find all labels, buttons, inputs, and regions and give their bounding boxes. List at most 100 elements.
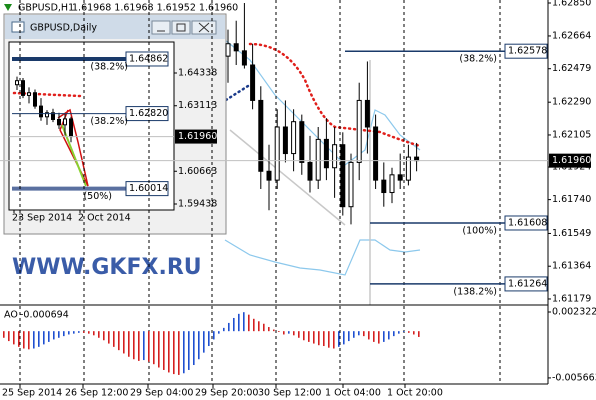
level-box: [125, 106, 169, 122]
candle-body: [315, 138, 321, 181]
candle-body: [63, 118, 67, 126]
y-tick-label: 1.59438: [178, 199, 217, 210]
ao-bar: [78, 331, 80, 333]
y-tick-label: 1.62479: [552, 63, 591, 74]
watermark: WWW.GKFX.RU: [12, 255, 202, 280]
ao-bar: [323, 331, 325, 347]
candle-body: [348, 161, 354, 208]
ao-bar: [223, 327, 225, 332]
ao-bar: [253, 318, 255, 332]
ao-bar: [318, 331, 320, 346]
ao-bar: [398, 331, 400, 334]
candle-body: [27, 92, 31, 96]
ao-bar: [353, 331, 355, 338]
ao-bar: [333, 331, 335, 349]
price-label: 1.61960: [178, 131, 217, 142]
candle-body: [340, 144, 346, 208]
ao-bar: [303, 331, 305, 341]
y-tick-label: 1.61179: [552, 293, 591, 304]
ao-bar: [228, 322, 230, 332]
ao-bar: [63, 331, 65, 337]
ao-bar: [298, 331, 300, 338]
candle-body: [323, 138, 329, 169]
ao-bar: [378, 331, 380, 344]
candle-body: [397, 174, 403, 181]
ao-bar: [343, 331, 345, 345]
trend-line: [229, 129, 346, 226]
ao-bar: [58, 331, 60, 338]
ao-bar: [128, 331, 130, 357]
symbol-icon: [4, 4, 12, 11]
ao-bar: [408, 331, 410, 333]
y-tick-label: 1.64338: [178, 67, 217, 78]
x-tick-label: 30 Sep 12:00: [258, 388, 321, 399]
chart-title: GBPUSD,H1: [18, 3, 74, 14]
ao-bar: [278, 331, 280, 332]
x-tick-label: 1 Oct 04:00: [325, 388, 381, 399]
candle-body: [33, 92, 37, 107]
ao-bar: [43, 331, 45, 345]
ao-bar: [28, 331, 30, 350]
level-label: (38.2%): [90, 116, 128, 127]
ao-bar: [163, 331, 165, 370]
ao-bar: [368, 331, 370, 340]
ao-bar: [293, 331, 295, 336]
ao-bar: [118, 331, 120, 351]
ao-bar: [13, 331, 15, 345]
ao-bar: [383, 331, 385, 342]
ao-bar: [358, 331, 360, 336]
level-box: [125, 181, 169, 197]
ao-bar: [188, 331, 190, 370]
ao-bar: [173, 331, 175, 375]
candle-body: [39, 105, 43, 118]
ao-bar: [153, 331, 155, 365]
level-box: [504, 43, 548, 59]
ao-bar: [38, 331, 40, 347]
candle-body: [69, 118, 73, 138]
ao-bar: [283, 331, 285, 335]
ao-bar: [198, 331, 200, 360]
inset-window[interactable]: GBPUSD,Daily 1.64338 1.63113 1.60663 1.5943…: [3, 13, 227, 235]
ao-bar: [3, 331, 5, 338]
y-tick-label: 1.61740: [552, 194, 591, 205]
ao-bar: [88, 331, 90, 334]
ao-bar: [143, 331, 145, 361]
ao-bar: [108, 331, 110, 344]
level-label: (100%): [462, 225, 497, 236]
level-price: 1.61264: [508, 278, 547, 289]
ao-bar: [393, 331, 395, 337]
window-icon: [11, 21, 25, 33]
x-tick-label: 23 Sep 2014: [12, 213, 72, 224]
ao-bar: [148, 331, 150, 362]
indicator-title: AO: [4, 310, 18, 321]
ao-bar: [413, 331, 415, 335]
candle-body: [274, 126, 280, 181]
ao-bar: [263, 323, 265, 332]
price-label: 1.61960: [552, 155, 591, 166]
indicator-value: -0.000694: [20, 310, 69, 321]
level-label: (138.2%): [453, 286, 497, 297]
maximize-button[interactable]: [171, 20, 191, 35]
y-tick-label: 1.62290: [552, 97, 591, 108]
ao-bar: [8, 331, 10, 342]
ao-bar: [273, 329, 275, 332]
candle-body: [250, 64, 256, 101]
candle-body: [45, 112, 49, 118]
level-price: 1.62578: [508, 46, 547, 57]
minimize-button[interactable]: [151, 20, 171, 35]
ao-bar: [388, 331, 390, 340]
y-tick-label: -0.005663: [552, 372, 596, 383]
ao-bar: [53, 331, 55, 340]
ao-bar: [308, 331, 310, 342]
ao-bar: [313, 331, 315, 344]
ao-bar: [218, 331, 220, 334]
ao-bar: [18, 331, 20, 347]
y-tick-label: 1.60663: [178, 166, 217, 177]
ao-bar: [338, 331, 340, 347]
x-tick-label: 26 Sep 12:00: [65, 388, 128, 399]
candle-body: [405, 156, 411, 181]
ao-bar: [403, 331, 405, 332]
level-price: 1.62820: [129, 108, 168, 119]
ao-bar: [48, 331, 50, 342]
